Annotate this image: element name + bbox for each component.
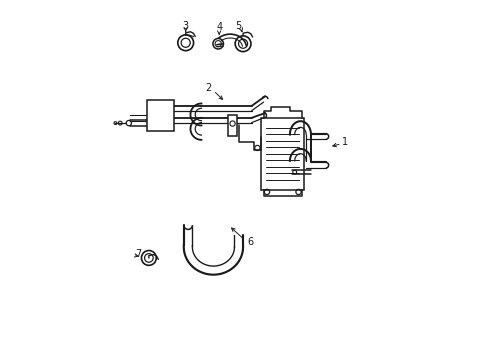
Text: 3: 3 bbox=[182, 21, 188, 31]
Text: 6: 6 bbox=[247, 237, 253, 247]
Text: 7: 7 bbox=[135, 249, 141, 259]
Text: 5: 5 bbox=[235, 21, 241, 31]
Bar bbox=[228, 116, 236, 136]
Text: 1: 1 bbox=[341, 137, 347, 147]
Bar bbox=[261, 118, 304, 190]
Text: 2: 2 bbox=[205, 83, 211, 93]
Bar bbox=[147, 100, 173, 131]
Text: 4: 4 bbox=[216, 22, 222, 32]
